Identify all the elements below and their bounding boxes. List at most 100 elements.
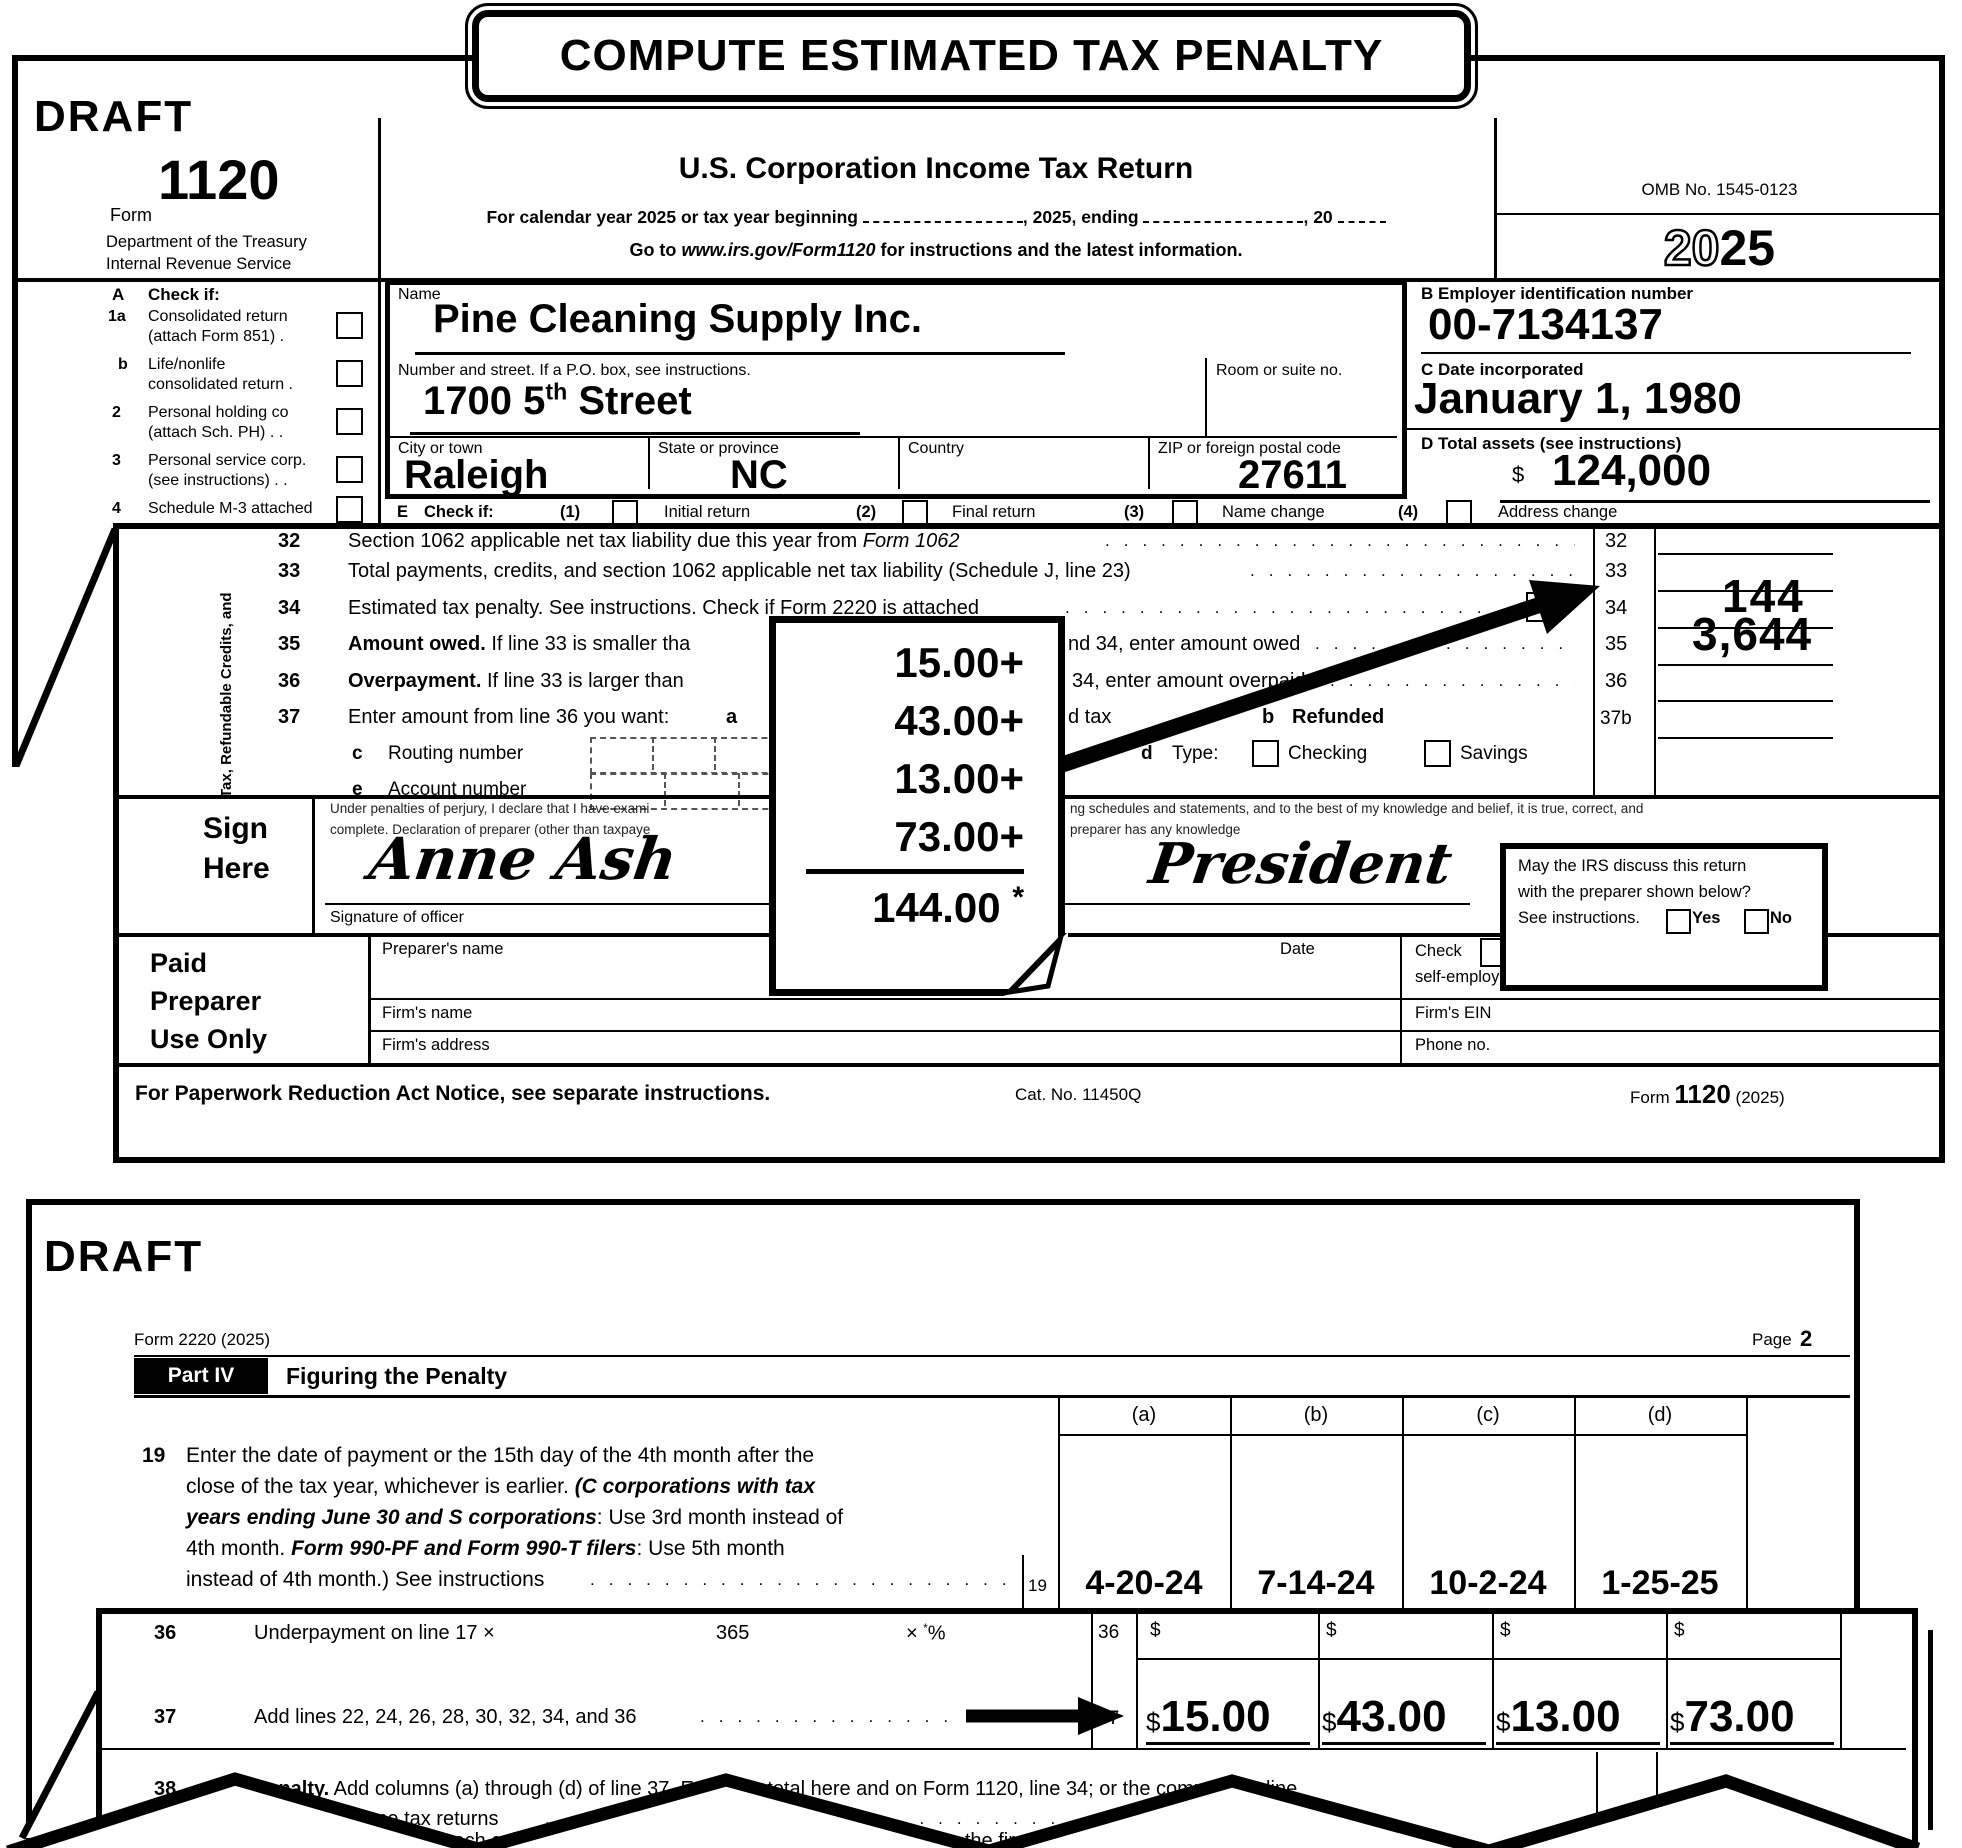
final-return-checkbox[interactable] — [902, 500, 928, 526]
officer-signature[interactable]: Anne Ash — [365, 825, 682, 893]
row36-text-left: Overpayment. If line 33 is larger than — [348, 670, 684, 693]
dollar-sign: $ — [1674, 1620, 1685, 1641]
check-if-label: Check — [1415, 942, 1462, 960]
payment-date-c[interactable]: 10-2-24 — [1429, 1564, 1547, 1602]
no-label: No — [1770, 909, 1792, 927]
address-change-checkbox[interactable] — [1446, 500, 1472, 526]
e-item-label: Name change — [1222, 503, 1325, 521]
row-num: 37 — [278, 706, 301, 728]
type-label: Type: — [1172, 743, 1219, 764]
city-value[interactable]: Raleigh — [404, 453, 549, 497]
line — [1421, 352, 1911, 354]
ein-value[interactable]: 00-7134137 — [1428, 300, 1663, 349]
paid-preparer-label-1: Paid — [150, 948, 208, 978]
tape-total: 144.00 * — [872, 881, 1024, 932]
may-irs-line2: with the preparer shown below? — [1518, 883, 1751, 901]
life-nonlife-checkbox[interactable] — [336, 360, 363, 387]
perjury-text-l2: complete. Declaration of preparer (other… — [330, 822, 651, 837]
date-incorporated-value[interactable]: January 1, 1980 — [1414, 374, 1742, 423]
payment-date-b[interactable]: 7-14-24 — [1257, 1564, 1375, 1602]
payment-date-d[interactable]: 1-25-25 — [1601, 1564, 1719, 1602]
e-item-label: Final return — [952, 503, 1036, 521]
savings-checkbox[interactable] — [1424, 740, 1451, 767]
line — [312, 795, 315, 933]
line — [1658, 590, 1833, 592]
line — [1230, 1398, 1232, 1608]
line19-num: 19 — [142, 1444, 166, 1467]
line — [325, 903, 905, 905]
calendar-end: , 20 — [1303, 207, 1333, 227]
perjury-text-l1: Under penalties of perjury, I declare th… — [330, 801, 650, 816]
line — [1402, 1398, 1404, 1608]
line — [1407, 428, 1945, 430]
row37-text: Add lines 22, 24, 26, 28, 30, 32, 34, an… — [254, 1706, 637, 1728]
row36-text-right: 34, enter amount overpaid — [1072, 670, 1306, 692]
checking-checkbox[interactable] — [1252, 740, 1279, 767]
rowe-letter: e — [352, 779, 363, 800]
row-num: 36 — [154, 1622, 177, 1644]
part-iv-badge: Part IV — [134, 1358, 268, 1394]
tax-year-end-blank[interactable] — [1143, 204, 1304, 223]
street-part1: 1700 5 — [423, 379, 546, 423]
consolidated-return-checkbox[interactable] — [336, 312, 363, 339]
tax-year-begin-blank[interactable] — [862, 204, 1023, 223]
tax-year-yy-blank[interactable] — [1337, 204, 1386, 223]
form-footer: Form 1120 (2025) — [1630, 1079, 1785, 1110]
street-value[interactable]: 1700 5th Street — [423, 378, 692, 424]
sign-here-label-1: Sign — [203, 812, 268, 845]
street-part2: Street — [567, 379, 692, 423]
side-section-label: Tax, Refundable Credits, and — [218, 592, 235, 798]
discuss-yes-checkbox[interactable] — [1666, 909, 1691, 934]
zip-value[interactable]: 27611 — [1238, 453, 1348, 497]
form-2220-attached-checkbox[interactable] — [1526, 592, 1556, 622]
line — [134, 1395, 1850, 1398]
line35-amount-owed-value[interactable]: 3,644 — [1692, 608, 1813, 660]
zip-label: ZIP or foreign postal code — [1158, 440, 1341, 457]
dot-leader: ........................................… — [1105, 531, 1575, 550]
schedule-m3-checkbox[interactable] — [336, 496, 363, 523]
line — [1205, 358, 1207, 436]
page-number: 2 — [1800, 1326, 1813, 1351]
line — [1840, 1608, 1842, 1748]
line34-penalty-value[interactable]: 144 — [1722, 570, 1805, 622]
line — [378, 118, 381, 278]
row35-left: If line 33 is smaller tha — [485, 633, 691, 655]
state-value[interactable]: NC — [730, 453, 788, 497]
calendar-mid: , 2025, ending — [1022, 207, 1139, 227]
total-assets-value[interactable]: 124,000 — [1552, 446, 1712, 495]
line — [378, 278, 381, 530]
col-header-d: (d) — [1647, 1404, 1673, 1426]
goto-url[interactable]: www.irs.gov/Form1120 — [681, 240, 876, 260]
row36-text: Underpayment on line 17 × — [254, 1622, 495, 1644]
rate-star: * — [923, 1622, 928, 1635]
personal-holding-checkbox[interactable] — [336, 408, 363, 435]
row-right-num: 37b — [1600, 708, 1632, 729]
personal-service-checkbox[interactable] — [336, 456, 363, 483]
line37-value-d[interactable]: $73.00 — [1670, 1692, 1795, 1743]
company-name-value[interactable]: Pine Cleaning Supply Inc. — [433, 297, 922, 341]
line — [1494, 213, 1945, 215]
officer-title-value[interactable]: President — [1145, 831, 1457, 897]
dot-leader: ........................................… — [590, 1570, 1010, 1589]
l19-4a: 4th month. — [186, 1537, 292, 1560]
dept-line-1: Department of the Treasury — [106, 233, 307, 251]
yes-label: Yes — [1692, 909, 1721, 927]
line37-value-b[interactable]: $43.00 — [1322, 1692, 1447, 1743]
line — [1596, 1752, 1598, 1848]
check-item-label: Personal holding co — [148, 404, 289, 421]
row36-365: 365 — [716, 1622, 750, 1644]
e-item-num: (1) — [560, 503, 581, 521]
col-header-b: (b) — [1303, 1404, 1329, 1426]
discuss-no-checkbox[interactable] — [1744, 909, 1769, 934]
payment-date-a[interactable]: 4-20-24 — [1085, 1564, 1203, 1602]
line — [1593, 529, 1595, 795]
row-num: 38 — [154, 1778, 177, 1800]
e-item-num: (4) — [1398, 503, 1419, 521]
dollar-sign: $ — [1146, 1707, 1161, 1737]
line37-value-a[interactable]: $15.00 — [1146, 1692, 1271, 1743]
check-item-label2: (see instructions) . . — [148, 472, 288, 489]
line37-value-c[interactable]: $13.00 — [1496, 1692, 1621, 1743]
line — [806, 869, 1024, 874]
total-assets-label: D Total assets (see instructions) — [1421, 434, 1682, 453]
line — [738, 773, 740, 806]
